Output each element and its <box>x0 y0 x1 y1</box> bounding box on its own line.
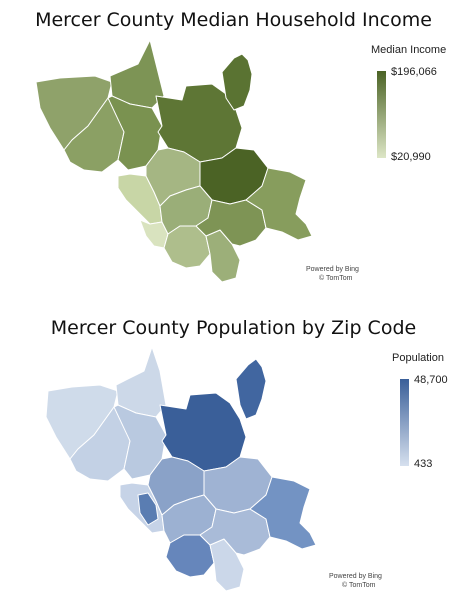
income-legend-min: $20,990 <box>391 151 431 163</box>
population-region-far-east <box>249 476 317 550</box>
population-map-title: Mercer County Population by Zip Code <box>50 317 417 339</box>
income-region-northeast <box>221 53 253 111</box>
income-choropleth <box>35 39 313 283</box>
population-region-northeast <box>235 358 267 420</box>
population-map-credit: Powered by Bing © TomTom <box>329 572 382 590</box>
income-region-east <box>195 199 267 247</box>
population-choropleth <box>45 346 317 592</box>
income-region-far-east <box>245 167 313 241</box>
income-map-credit: Powered by Bing © TomTom <box>306 265 359 283</box>
income-legend-gradient <box>377 71 386 158</box>
income-map-title: Mercer County Median Household Income <box>35 9 432 31</box>
population-region-north-central <box>115 346 167 418</box>
credit-bing: Powered by Bing <box>329 573 382 580</box>
income-legend-max: $196,066 <box>391 66 437 78</box>
population-region-trenton-west <box>137 492 159 526</box>
credit-tomtom: © TomTom <box>319 275 353 282</box>
population-legend-gradient <box>400 379 409 466</box>
credit-bing: Powered by Bing <box>306 266 359 273</box>
income-legend-title: Median Income <box>371 44 447 56</box>
credit-tomtom: © TomTom <box>342 582 376 589</box>
population-legend-max: 48,700 <box>414 374 448 386</box>
population-map-panel: Mercer County Population by Zip Code Pop… <box>0 305 467 614</box>
income-map-panel: Mercer County Median Household Income <box>0 0 467 305</box>
population-legend-min: 433 <box>414 458 433 470</box>
population-legend-title: Population <box>392 352 444 364</box>
population-region-east <box>199 508 271 556</box>
